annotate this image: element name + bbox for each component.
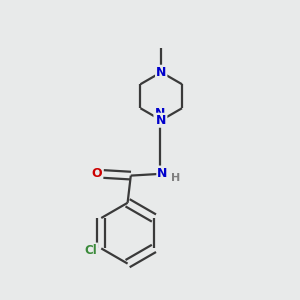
Text: N: N	[157, 167, 168, 179]
Text: H: H	[171, 173, 180, 183]
Text: Cl: Cl	[85, 244, 98, 256]
Text: N: N	[156, 114, 166, 127]
Text: N: N	[154, 107, 165, 120]
Text: N: N	[156, 66, 166, 79]
Text: O: O	[91, 167, 102, 180]
